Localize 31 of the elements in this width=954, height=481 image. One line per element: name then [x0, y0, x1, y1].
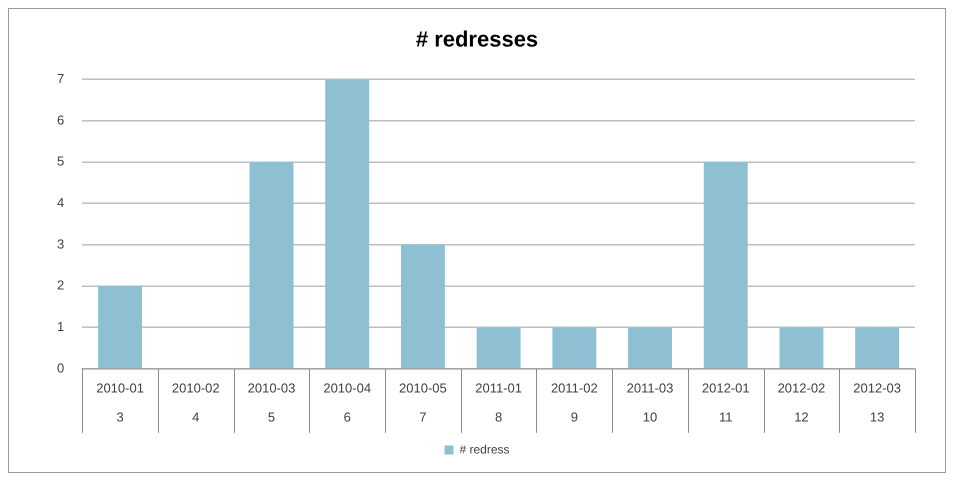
- bar: [98, 286, 142, 368]
- x-tick-label: 2011-03 10: [626, 380, 674, 424]
- bar: [628, 327, 672, 368]
- y-tick-label: 1: [56, 319, 64, 334]
- y-tick-label: 3: [56, 236, 64, 252]
- bar: [779, 327, 824, 368]
- x-tick-label: 2012-03 13: [853, 380, 902, 424]
- bar: [325, 79, 370, 368]
- x-tick-label: 2010-02 4: [172, 380, 220, 424]
- x-tick-label: 2012-02 12: [778, 380, 826, 424]
- y-tick-label: 5: [56, 154, 64, 169]
- bar: [552, 327, 596, 368]
- y-tick-label: 4: [56, 195, 64, 210]
- y-tick-label: 0: [56, 360, 64, 376]
- bar: [476, 327, 521, 368]
- x-tick-label: 2012-01 11: [702, 380, 750, 424]
- x-tick-label: 2010-03 5: [248, 380, 296, 424]
- x-tick-label: 2011-01 8: [475, 380, 522, 424]
- y-tick-label: 6: [56, 112, 64, 128]
- y-tick-label: 7: [56, 70, 64, 86]
- chart-title: # redresses: [416, 26, 538, 52]
- x-tick-label: 2011-02 9: [550, 380, 598, 424]
- bar: [250, 162, 294, 368]
- bar: [855, 327, 900, 368]
- legend-label: # redress: [459, 442, 510, 456]
- x-tick-label: 2010-05 7: [399, 380, 447, 424]
- x-tick-label: 2010-01 3: [96, 380, 144, 424]
- bar: [704, 162, 748, 368]
- x-tick-label: 2010-04 6: [323, 380, 372, 424]
- y-tick-label: 2: [56, 278, 64, 293]
- bar: [400, 244, 445, 368]
